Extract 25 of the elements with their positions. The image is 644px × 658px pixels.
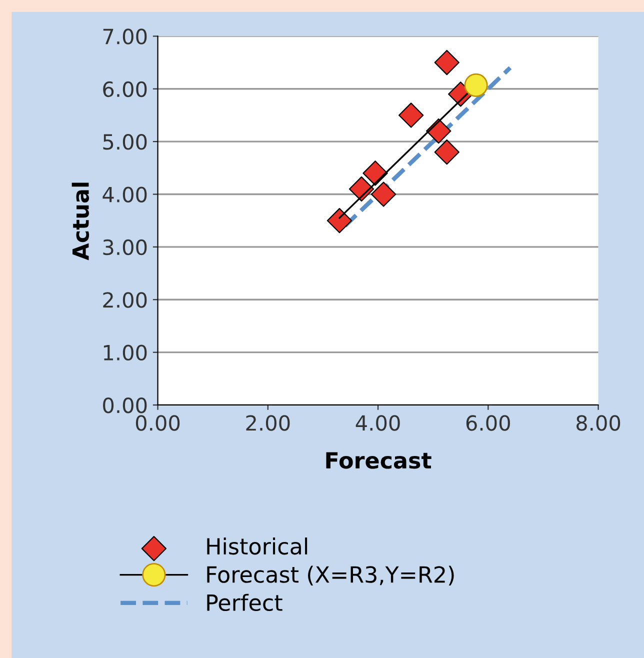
point xyxy=(434,140,460,165)
y-tick-label: 0.00 xyxy=(103,397,147,414)
point xyxy=(348,176,374,202)
y-tick-label: 3.00 xyxy=(103,239,147,256)
point xyxy=(362,160,388,186)
legend-label: Perfect xyxy=(207,594,282,612)
x-axis-title: Forecast xyxy=(326,452,432,469)
x-tick-label: 2.00 xyxy=(246,415,290,431)
x-tick-label: 6.00 xyxy=(466,415,510,431)
legend-label: Forecast (X=R3,Y=R2) xyxy=(207,566,454,586)
y-tick-label: 1.00 xyxy=(104,344,147,361)
y-tick-label: 6.00 xyxy=(103,81,147,98)
y-axis-title: Actual xyxy=(72,182,90,260)
x-tick-label: 4.00 xyxy=(356,415,400,431)
x-tick-label: 0.00 xyxy=(136,415,180,431)
point xyxy=(434,50,460,76)
legend-label: Historical xyxy=(207,538,308,555)
y-tick-label: 4.00 xyxy=(102,186,147,202)
point xyxy=(398,102,424,128)
x-tick-label: 8.00 xyxy=(576,415,620,431)
point xyxy=(370,182,396,207)
y-tick-label: 2.00 xyxy=(103,292,147,308)
y-tick-label: 5.00 xyxy=(103,134,147,150)
point xyxy=(326,208,352,234)
y-tick-label: 7.00 xyxy=(103,28,147,44)
